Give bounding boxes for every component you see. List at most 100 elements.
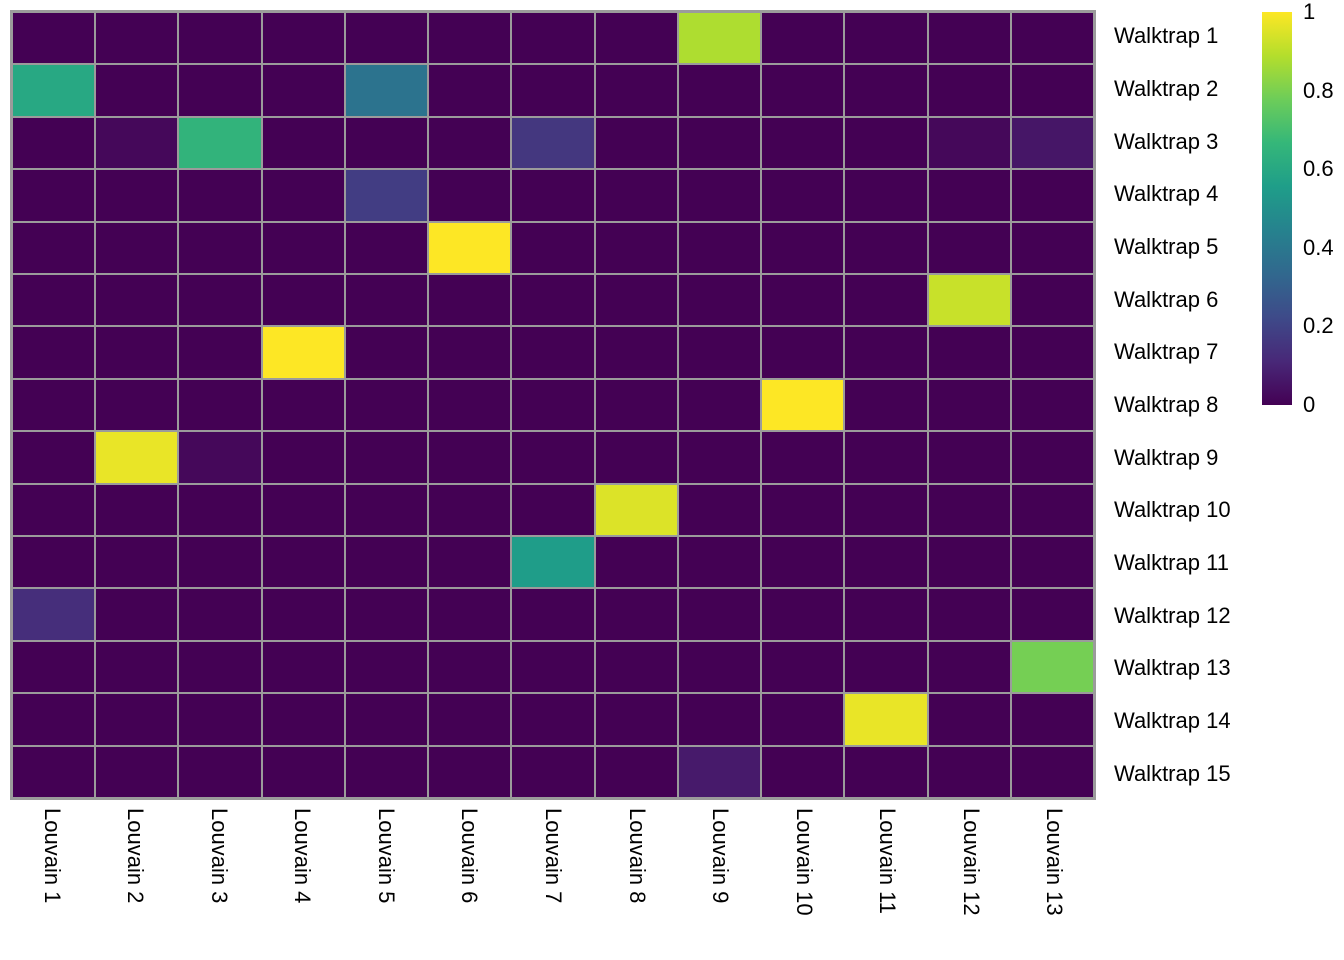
heatmap-cell xyxy=(678,432,761,483)
column-label: Louvain 6 xyxy=(428,808,512,958)
heatmap-cell xyxy=(595,65,677,116)
heatmap-cell xyxy=(512,379,594,431)
heatmap-cell xyxy=(928,484,1010,535)
heatmap-cell xyxy=(678,746,761,797)
heatmap-cell xyxy=(1011,432,1093,483)
heatmap-cell xyxy=(928,537,1010,588)
row-label: Walktrap 6 xyxy=(1114,286,1219,312)
heatmap-cell xyxy=(345,222,428,273)
heatmap-cell xyxy=(1011,537,1093,588)
row-label: Walktrap 9 xyxy=(1114,444,1219,470)
heatmap-grid xyxy=(10,10,1096,800)
heatmap-cell xyxy=(96,484,178,535)
heatmap-cell xyxy=(845,327,927,378)
heatmap-cell xyxy=(845,379,927,431)
colorbar-tick-label: 1 xyxy=(1303,0,1316,24)
heatmap-cell xyxy=(678,379,761,431)
column-label: Louvain 3 xyxy=(177,808,261,958)
heatmap-cell xyxy=(262,537,344,588)
heatmap-cell xyxy=(262,13,344,64)
heatmap-cell xyxy=(345,432,428,483)
colorbar-tick-label: 0.4 xyxy=(1303,234,1334,260)
heatmap-cell xyxy=(678,694,761,745)
heatmap-cell xyxy=(678,537,761,588)
heatmap-cell xyxy=(595,379,677,431)
heatmap-cell xyxy=(13,170,95,221)
heatmap-cell xyxy=(845,170,927,221)
heatmap-cell xyxy=(13,117,95,169)
heatmap-cell xyxy=(845,275,927,326)
heatmap-cell xyxy=(429,746,511,797)
heatmap-cell xyxy=(928,694,1010,745)
heatmap-cell xyxy=(512,694,594,745)
heatmap-cell xyxy=(13,484,95,535)
heatmap-cell xyxy=(96,170,178,221)
heatmap-cell xyxy=(595,589,677,640)
heatmap-cell xyxy=(1011,65,1093,116)
heatmap-cell xyxy=(429,484,511,535)
heatmap-cell xyxy=(928,117,1010,169)
heatmap-cell xyxy=(429,537,511,588)
heatmap-cell xyxy=(96,432,178,483)
column-label: Louvain 1 xyxy=(10,808,94,958)
heatmap-cell xyxy=(678,13,761,64)
heatmap-cell xyxy=(345,275,428,326)
heatmap-cell xyxy=(429,117,511,169)
heatmap-cell xyxy=(845,13,927,64)
heatmap-cell xyxy=(512,641,594,693)
column-label: Louvain 5 xyxy=(344,808,428,958)
column-label-text: Louvain 9 xyxy=(708,808,734,904)
heatmap-cell xyxy=(345,379,428,431)
heatmap-cell xyxy=(262,117,344,169)
heatmap-cell xyxy=(595,746,677,797)
heatmap-cell xyxy=(1011,641,1093,693)
heatmap-cell xyxy=(678,222,761,273)
heatmap-cell xyxy=(928,170,1010,221)
heatmap-cell xyxy=(928,589,1010,640)
column-label-text: Louvain 12 xyxy=(958,808,984,916)
heatmap-cell xyxy=(595,694,677,745)
heatmap-cell xyxy=(678,484,761,535)
column-label: Louvain 13 xyxy=(1012,808,1096,958)
heatmap-cell xyxy=(96,537,178,588)
heatmap-cell xyxy=(1011,694,1093,745)
column-label-text: Louvain 3 xyxy=(206,808,232,904)
heatmap-cell xyxy=(762,484,844,535)
heatmap-cell xyxy=(1011,275,1093,326)
heatmap-cell xyxy=(1011,117,1093,169)
column-label-text: Louvain 4 xyxy=(290,808,316,904)
heatmap-cell xyxy=(429,694,511,745)
column-label-text: Louvain 6 xyxy=(457,808,483,904)
heatmap-cell xyxy=(13,65,95,116)
row-label: Walktrap 8 xyxy=(1114,392,1219,418)
heatmap-cell xyxy=(512,537,594,588)
heatmap-cell xyxy=(1011,327,1093,378)
heatmap-cell xyxy=(429,432,511,483)
row-label: Walktrap 10 xyxy=(1114,497,1231,523)
column-label-text: Louvain 2 xyxy=(123,808,149,904)
heatmap-cell xyxy=(512,327,594,378)
heatmap-cell xyxy=(845,432,927,483)
heatmap-cell xyxy=(179,170,261,221)
heatmap-cell xyxy=(1011,13,1093,64)
heatmap-cell xyxy=(512,432,594,483)
row-label: Walktrap 4 xyxy=(1114,181,1219,207)
heatmap-cell xyxy=(96,117,178,169)
heatmap-cell xyxy=(512,65,594,116)
heatmap-cell xyxy=(179,379,261,431)
heatmap-cell xyxy=(512,170,594,221)
heatmap-cell xyxy=(262,432,344,483)
heatmap-cell xyxy=(845,589,927,640)
heatmap-cell xyxy=(179,117,261,169)
heatmap-cell xyxy=(512,222,594,273)
heatmap-cell xyxy=(262,222,344,273)
column-label: Louvain 12 xyxy=(929,808,1013,958)
column-label: Louvain 2 xyxy=(94,808,178,958)
heatmap-cell xyxy=(928,432,1010,483)
row-label: Walktrap 15 xyxy=(1114,760,1231,786)
heatmap-cell xyxy=(262,641,344,693)
heatmap-cell xyxy=(262,484,344,535)
heatmap-cell xyxy=(96,222,178,273)
heatmap-cell xyxy=(762,379,844,431)
